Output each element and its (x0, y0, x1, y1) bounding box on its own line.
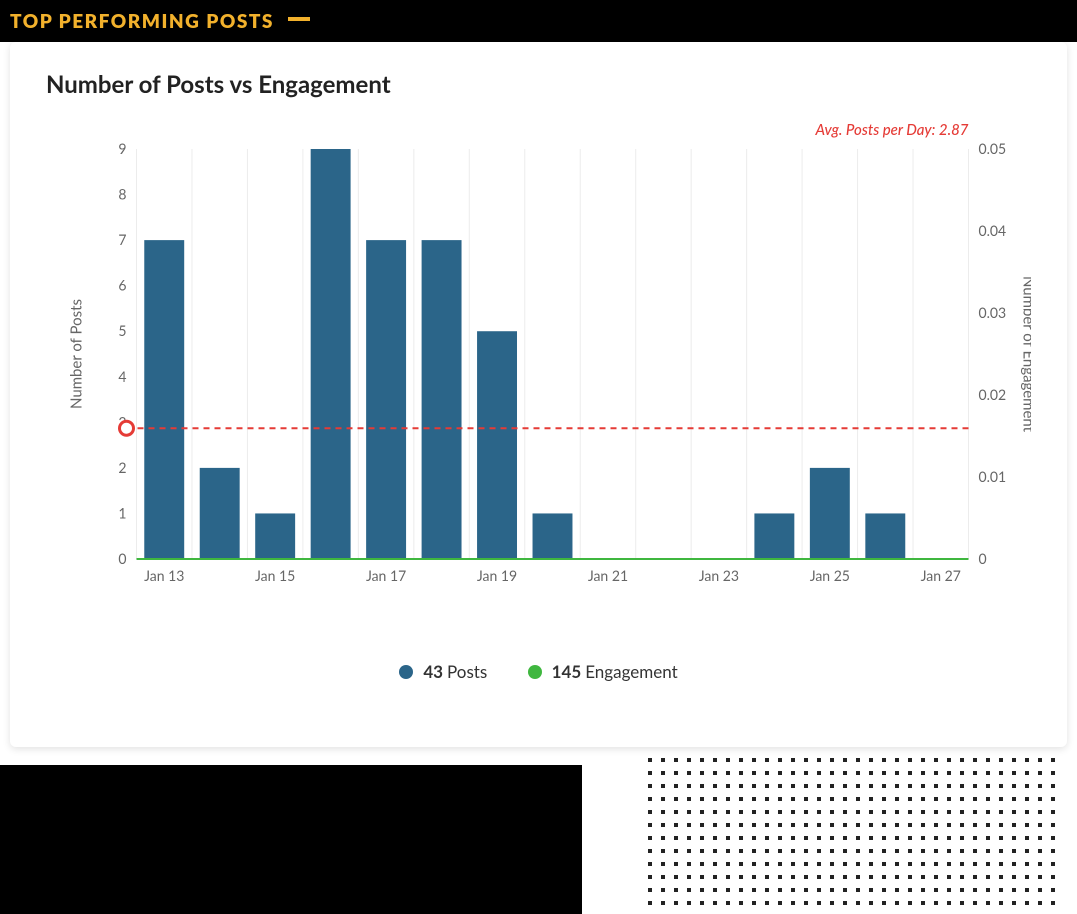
svg-text:0.04: 0.04 (979, 222, 1007, 239)
svg-text:Number of Engagement: Number of Engagement (1020, 276, 1032, 433)
svg-text:8: 8 (118, 186, 126, 203)
svg-text:2: 2 (118, 459, 126, 476)
svg-text:0: 0 (979, 550, 987, 567)
dash-icon (288, 17, 310, 21)
legend-item-engagement[interactable]: 145 Engagement (528, 661, 678, 682)
svg-text:Jan 13: Jan 13 (144, 567, 184, 584)
legend-value: 145 (552, 661, 582, 682)
svg-text:0.05: 0.05 (979, 140, 1007, 157)
svg-text:0.03: 0.03 (979, 304, 1007, 321)
svg-text:Jan 21: Jan 21 (588, 567, 628, 584)
svg-text:6: 6 (118, 277, 126, 294)
legend-item-posts[interactable]: 43 Posts (399, 661, 487, 682)
legend-dot-icon (399, 665, 413, 679)
svg-text:Jan 27: Jan 27 (921, 567, 961, 584)
legend-label: Engagement (585, 661, 677, 682)
legend-dot-icon (528, 665, 542, 679)
svg-text:1: 1 (118, 504, 126, 521)
chart-legend: 43 Posts 145 Engagement (46, 661, 1031, 683)
svg-text:0.02: 0.02 (979, 386, 1007, 403)
svg-text:7: 7 (118, 231, 126, 248)
svg-text:Jan 15: Jan 15 (255, 567, 295, 584)
section-header: TOP PERFORMING POSTS (0, 0, 1077, 42)
chart-title: Number of Posts vs Engagement (46, 70, 1031, 99)
svg-text:0: 0 (118, 550, 126, 567)
posts-engagement-chart: Avg. Posts per Day: 2.87012345678900.010… (46, 119, 1031, 649)
section-title: TOP PERFORMING POSTS (10, 10, 274, 33)
svg-text:Jan 25: Jan 25 (810, 567, 850, 584)
page-root: TOP PERFORMING POSTS Number of Posts vs … (0, 0, 1077, 914)
svg-text:Jan 23: Jan 23 (699, 567, 739, 584)
svg-text:9: 9 (118, 140, 126, 157)
footer-block (0, 765, 582, 914)
svg-text:0.01: 0.01 (979, 468, 1007, 485)
svg-text:Avg. Posts per Day: 2.87: Avg. Posts per Day: 2.87 (815, 121, 969, 139)
legend-value: 43 (423, 661, 443, 682)
chart-area: Avg. Posts per Day: 2.87012345678900.010… (46, 119, 1031, 649)
svg-text:Number of Posts: Number of Posts (68, 299, 86, 409)
svg-text:Jan 17: Jan 17 (366, 567, 406, 584)
svg-text:4: 4 (118, 368, 126, 385)
decorative-dot-grid (648, 758, 1068, 914)
svg-text:Jan 19: Jan 19 (477, 567, 517, 584)
svg-text:5: 5 (118, 322, 126, 339)
legend-label: Posts (447, 661, 487, 682)
chart-card: Number of Posts vs Engagement Avg. Posts… (10, 42, 1067, 747)
